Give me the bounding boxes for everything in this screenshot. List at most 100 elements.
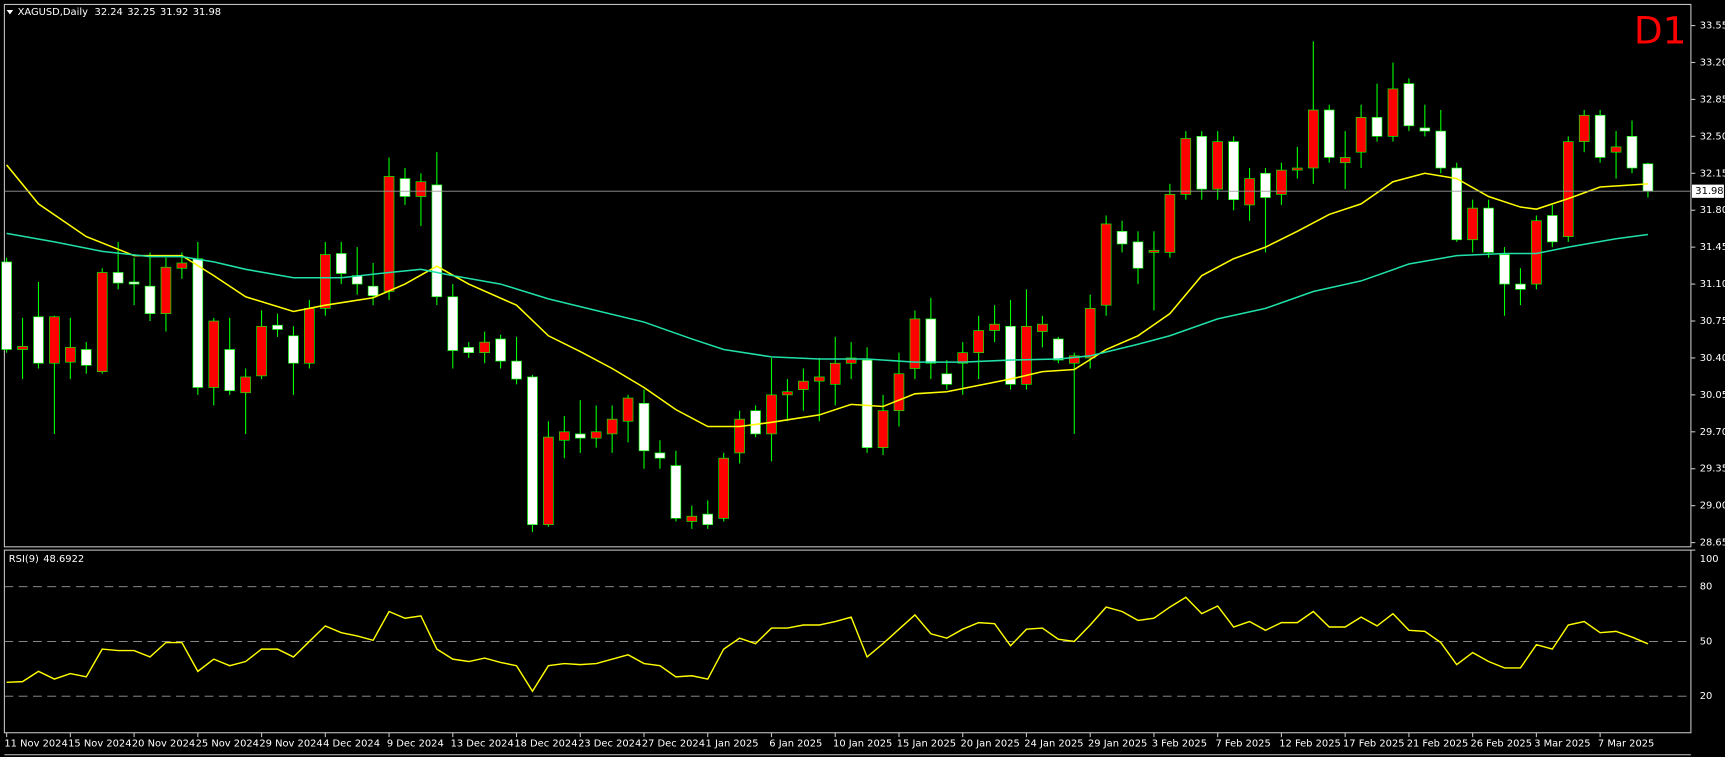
y-tick-label: 29.70 <box>1700 427 1725 438</box>
symbol-title: XAGUSD,Daily <box>18 7 88 18</box>
candle-body <box>1005 325 1016 385</box>
candle-body <box>1339 157 1351 164</box>
candle-body <box>112 272 124 284</box>
y-tick-label: 33.20 <box>1700 57 1725 68</box>
current-price-label: 31.98 <box>1695 186 1723 197</box>
y-tick-label: 31.45 <box>1700 242 1725 253</box>
candle-body <box>766 394 777 435</box>
candle-body <box>399 178 411 197</box>
timeframe-label: D1 <box>1634 9 1687 53</box>
x-tick-label: 3 Feb 2025 <box>1152 739 1207 750</box>
candle-body <box>1037 323 1048 332</box>
candle-body <box>1 261 12 350</box>
y-tick-label: 50 <box>1700 636 1713 647</box>
candle-body <box>208 320 220 388</box>
candle-body <box>367 285 379 297</box>
x-tick-label: 20 Jan 2025 <box>961 739 1020 750</box>
candle-body <box>80 349 92 366</box>
candle-body <box>1515 283 1526 290</box>
candle-body <box>670 465 682 519</box>
candle-body <box>1260 172 1271 198</box>
rsi-title: RSI(9) <box>9 554 39 565</box>
candle-body <box>383 176 395 292</box>
candle-body <box>1642 163 1654 192</box>
header-low: 31.92 <box>160 7 188 18</box>
x-tick-label: 9 Dec 2024 <box>387 739 444 750</box>
candle-body <box>527 376 538 525</box>
candle-body <box>1132 241 1144 269</box>
y-tick-label: 31.10 <box>1700 279 1725 290</box>
candle-body <box>49 316 60 364</box>
symbol-header: XAGUSD,Daily 32.24 32.25 31.92 31.98 <box>18 7 221 18</box>
candle-body <box>622 397 634 422</box>
candle-body <box>176 262 188 269</box>
candle-body <box>909 318 921 369</box>
y-tick-label: 32.85 <box>1700 94 1725 105</box>
candle-body <box>495 338 506 362</box>
candle-body <box>1196 136 1208 190</box>
candle-body <box>415 181 427 197</box>
x-tick-label: 7 Mar 2025 <box>1598 739 1654 750</box>
candle-body <box>1084 308 1096 359</box>
candle-body <box>1371 117 1383 137</box>
x-tick-label: 17 Feb 2025 <box>1343 739 1405 750</box>
candle-body <box>1578 114 1590 142</box>
y-tick-label: 30.40 <box>1700 353 1725 364</box>
y-tick-label: 33.55 <box>1700 21 1725 32</box>
candle-body <box>925 318 937 364</box>
y-tick-label: 30.05 <box>1700 390 1725 401</box>
candle-body <box>1180 138 1192 195</box>
candle-body <box>606 418 618 435</box>
x-tick-label: 29 Jan 2025 <box>1088 739 1147 750</box>
x-tick-label: 15 Nov 2024 <box>68 739 131 750</box>
candle-body <box>1419 127 1431 132</box>
x-tick-label: 20 Nov 2024 <box>132 739 195 750</box>
rsi-header: RSI(9) 48.6922 <box>9 554 84 565</box>
candle-body <box>1244 178 1255 206</box>
candle-body <box>1116 230 1128 245</box>
candle-body <box>814 376 825 382</box>
candle-body <box>17 346 28 350</box>
candle-body <box>559 431 570 441</box>
candle-body <box>782 391 793 396</box>
candle-body <box>96 272 108 372</box>
x-tick-label: 15 Jan 2025 <box>897 739 956 750</box>
candle-body <box>447 296 459 351</box>
candle-body <box>65 347 76 363</box>
candle-body <box>1403 83 1415 127</box>
candle-body <box>1164 194 1176 253</box>
candle-body <box>734 418 745 454</box>
candle-body <box>256 325 267 377</box>
x-tick-label: 1 Jan 2025 <box>706 739 759 750</box>
candle-body <box>973 330 984 353</box>
candle-body <box>1467 207 1478 241</box>
candle-body <box>240 376 251 394</box>
candle-body <box>479 341 490 353</box>
candle-body <box>654 452 666 459</box>
y-tick-label: 80 <box>1700 582 1713 593</box>
candle-body <box>1228 141 1239 200</box>
candle-body <box>144 285 156 314</box>
candle-body <box>1451 167 1462 241</box>
candle-body <box>1068 355 1080 364</box>
candle-body <box>1499 254 1510 285</box>
header-close: 31.98 <box>193 7 221 18</box>
candle-body <box>288 335 299 364</box>
candle-body <box>861 359 873 448</box>
candle-body <box>893 373 905 412</box>
header-open: 32.24 <box>95 7 123 18</box>
candle-body <box>750 410 761 435</box>
candle-body <box>463 347 475 353</box>
candle-body <box>1387 88 1399 137</box>
candle-body <box>335 253 347 274</box>
y-tick-label: 30.75 <box>1700 316 1725 327</box>
x-tick-label: 7 Feb 2025 <box>1215 739 1270 750</box>
y-tick-label: 32.50 <box>1700 131 1725 142</box>
x-tick-label: 12 Feb 2025 <box>1279 739 1341 750</box>
candle-body <box>1355 117 1367 153</box>
candle-body <box>574 433 586 439</box>
candle-body <box>128 281 140 285</box>
candle-body <box>1610 146 1622 153</box>
x-tick-label: 10 Jan 2025 <box>833 739 892 750</box>
